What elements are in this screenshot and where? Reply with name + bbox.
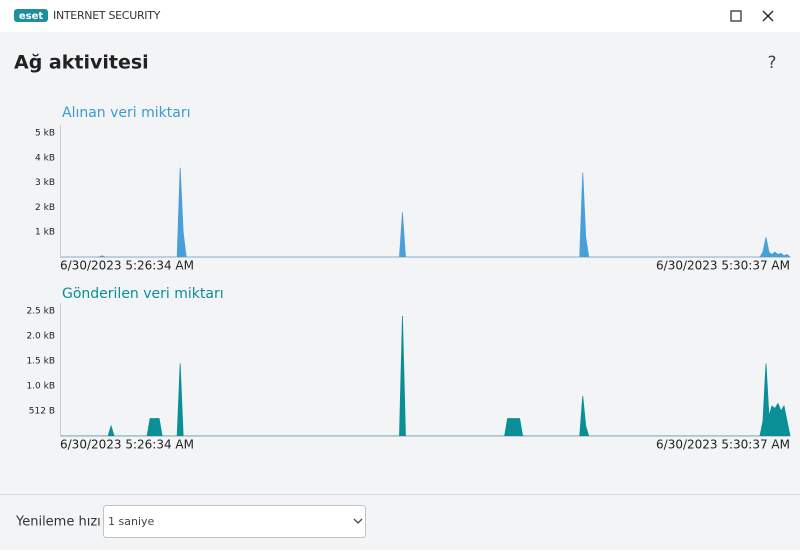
x-label-start: 6/30/2023 5:26:34 AM — [60, 259, 194, 273]
refresh-label: Yenileme hızı — [15, 515, 101, 530]
y-tick-label: 2.5 kB — [26, 307, 55, 317]
y-tick-label: 3 kB — [35, 178, 55, 188]
maximize-button[interactable] — [730, 10, 742, 22]
y-tick-label: 5 kB — [35, 129, 55, 139]
chart-title: Alınan veri miktarı — [62, 105, 190, 121]
chart-title: Gönderilen veri miktarı — [62, 286, 224, 302]
refresh-select[interactable] — [103, 505, 366, 538]
area — [60, 167, 792, 258]
logo — [14, 9, 48, 22]
help-button[interactable]: ? — [767, 53, 776, 73]
x-label-end: 6/30/2023 5:30:37 AM — [656, 259, 790, 273]
y-tick-label: 1 kB — [35, 228, 55, 238]
close-button[interactable] — [762, 10, 774, 22]
title-bar — [0, 0, 800, 32]
area — [60, 315, 791, 437]
select-chevron — [353, 518, 363, 524]
logo-text: eset — [19, 11, 44, 22]
y-tick-label: 4 kB — [35, 153, 55, 163]
product-name: INTERNET SECURITY — [53, 9, 161, 22]
refresh-value: 1 saniye — [108, 515, 155, 528]
y-tick-label: 2.0 kB — [26, 332, 55, 342]
y-tick-label: 1.5 kB — [26, 357, 55, 367]
x-label-end: 6/30/2023 5:30:37 AM — [656, 438, 790, 452]
x-label-start: 6/30/2023 5:26:34 AM — [60, 438, 194, 452]
page-title: Ağ aktivitesi — [14, 52, 149, 74]
y-tick-label: 1.0 kB — [26, 382, 55, 392]
y-tick-label: 512 B — [29, 407, 55, 417]
y-tick-label: 2 kB — [35, 203, 55, 213]
